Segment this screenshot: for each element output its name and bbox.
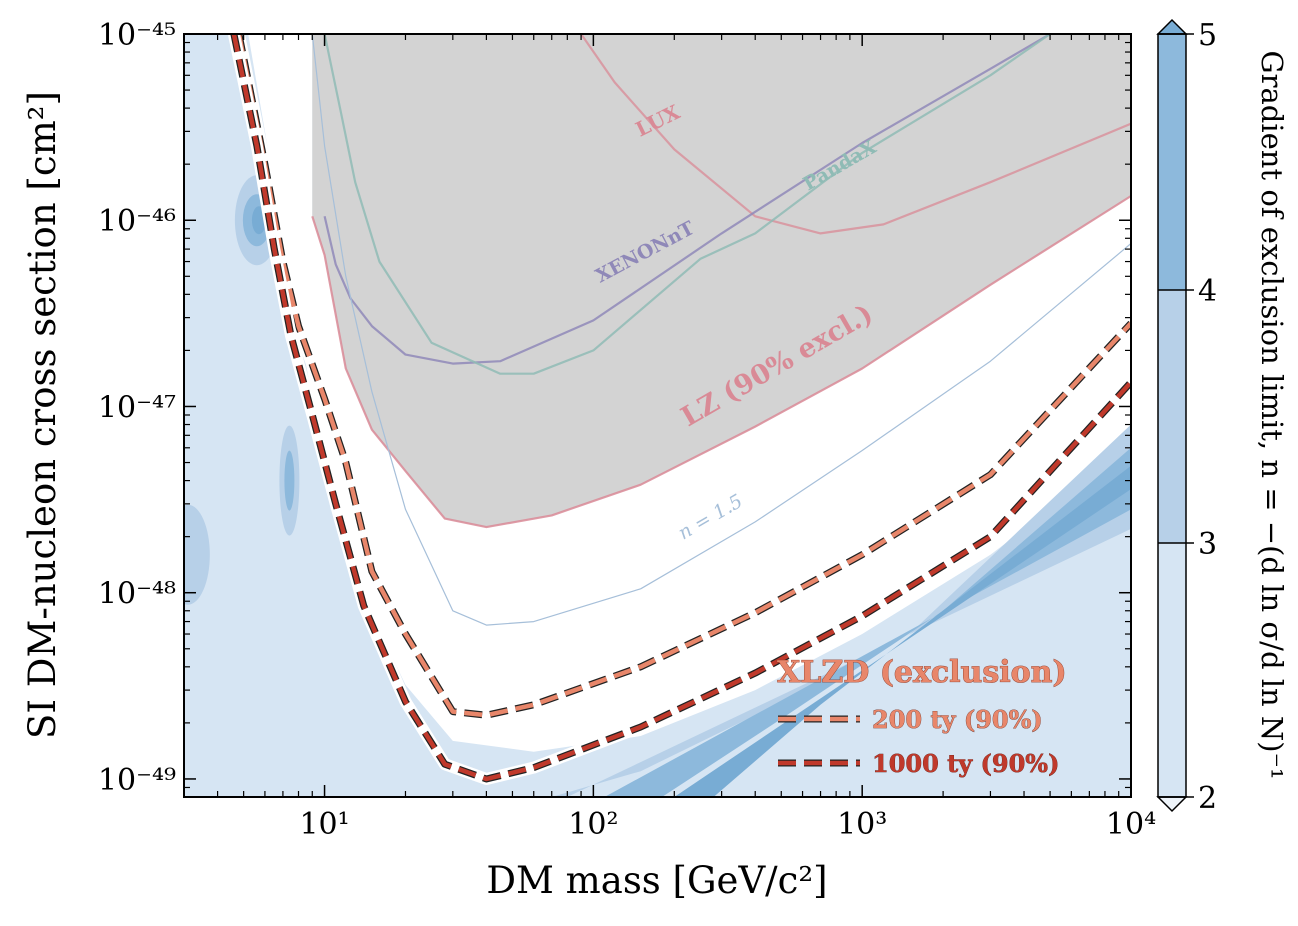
curve-pandax: [323, 34, 1051, 375]
colorbar-tick-label: 3: [1198, 527, 1217, 562]
colorbar-segment: [1158, 34, 1186, 290]
colorbar-tick-label: 5: [1198, 18, 1217, 53]
colorbar-tick-label: 4: [1198, 274, 1217, 309]
colorbar-segment: [1158, 543, 1186, 797]
y-tick-label: 10⁻⁴⁸: [98, 577, 176, 612]
legend: XLZD (exclusion) 200 ty (90%) 1000 ty (90…: [777, 655, 1067, 779]
sensitivity-gap-region: [248, 34, 1131, 752]
colorbar-extend-top: [1156, 18, 1188, 35]
gradient-contour-background: [184, 34, 1131, 797]
colorbar-label: Gradient of exclusion limit, n = −(d ln …: [1255, 50, 1289, 779]
x-tick-label: 10⁴: [1106, 807, 1156, 842]
curve-dashes: [236, 34, 1131, 718]
colorbar: 2 3 4 5: [1156, 18, 1217, 816]
curve-dashes: [231, 34, 1131, 782]
excluded-region: [312, 34, 1131, 528]
curve-200-ty-90: [233, 34, 1131, 722]
y-tick-label: 10⁻⁴⁹: [98, 763, 176, 798]
curve-lz-90-excl: [311, 195, 1131, 529]
colorbar-extend-bottom: [1156, 796, 1188, 813]
x-axis-label: DM mass [GeV/c²]: [486, 859, 827, 902]
legend-title: XLZD (exclusion): [777, 655, 1067, 690]
y-tick-label: 10⁻⁴⁵: [98, 18, 176, 53]
y-tick-label: 10⁻⁴⁶: [98, 204, 176, 239]
curve-1000-ty-90: [228, 34, 1131, 785]
colorbar-tick-label: 2: [1198, 781, 1217, 816]
legend-item: 1000 ty (90%): [778, 749, 1060, 778]
limit-curves: [228, 34, 1131, 785]
curve-lux: [580, 34, 1131, 235]
axis-ticks: 10¹ 10² 10³ 10⁴ 10⁻⁴⁹ 10⁻⁴⁸ 10⁻⁴⁷ 10⁻⁴⁶ 10⁻⁴⁵: [98, 18, 1156, 842]
legend-label: 200 ty (90%): [872, 705, 1043, 734]
x-tick-label: 10³: [837, 807, 887, 842]
colorbar-segment: [1158, 290, 1186, 543]
y-axis-label: SI DM-nucleon cross section [cm²]: [21, 91, 64, 739]
legend-item: 200 ty (90%): [778, 705, 1043, 734]
y-tick-label: 10⁻⁴⁷: [98, 390, 176, 425]
x-tick-label: 10¹: [299, 807, 349, 842]
x-tick-label: 10²: [568, 807, 618, 842]
curve-n-1-5: [311, 34, 1131, 626]
legend-label: 1000 ty (90%): [872, 749, 1059, 778]
contour-blob: [284, 450, 295, 511]
contour-blob: [184, 504, 210, 605]
